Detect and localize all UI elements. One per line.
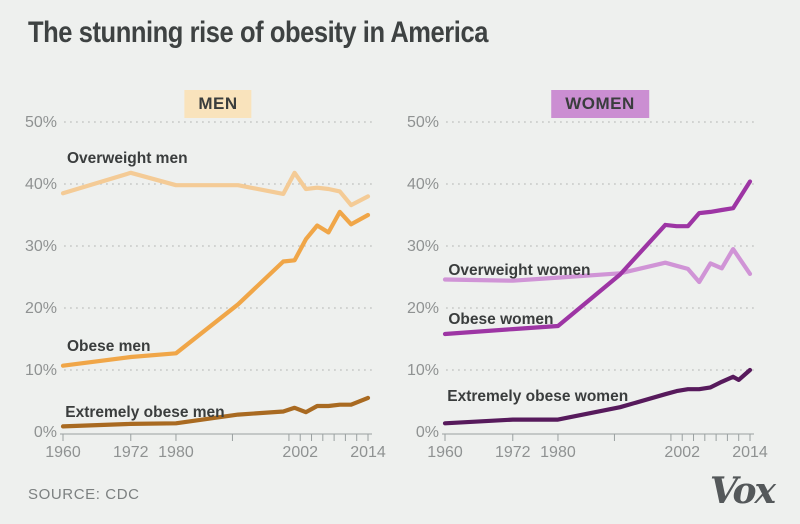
y-tick-label: 40% xyxy=(25,176,57,193)
x-tick-label: 2014 xyxy=(350,444,386,461)
x-tick-label: 1972 xyxy=(113,444,149,461)
x-tick-label: 1960 xyxy=(427,444,463,461)
x-tick-label: 1972 xyxy=(495,444,531,461)
y-tick-label: 40% xyxy=(407,176,439,193)
men-chart: 0% 10% 20% 30% 40% 50% 1960 1972 1980 2002 2014 Ove… xyxy=(25,114,386,461)
x-tick-label: 2002 xyxy=(282,444,318,461)
y-tick-label: 20% xyxy=(25,300,57,317)
y-tick-label: 50% xyxy=(407,114,439,131)
y-tick-label: 30% xyxy=(407,238,439,255)
series-label-overweight-men: Overweight men xyxy=(67,150,188,167)
x-tick-label: 1980 xyxy=(540,444,576,461)
men-badge: MEN xyxy=(184,90,252,118)
series-line-overweight-women xyxy=(442,247,753,285)
y-tick-label: 30% xyxy=(25,238,57,255)
series-line-obese-men xyxy=(60,209,371,368)
y-tick-label: 20% xyxy=(407,300,439,317)
series-line-obese-women xyxy=(442,179,753,337)
series-label-extremely-obese-men: Extremely obese men xyxy=(65,404,224,421)
page-title: The stunning rise of obesity in America xyxy=(28,16,488,49)
series-line-extremely-obese-men xyxy=(60,395,371,429)
x-tick-label: 2002 xyxy=(664,444,700,461)
y-tick-label: 10% xyxy=(407,362,439,379)
men-chart-panel: 0% 10% 20% 30% 40% 50% 1960 1972 1980 2002 2014 Ove… xyxy=(20,86,400,478)
x-tick-label: 1980 xyxy=(158,444,194,461)
y-tick-label: 0% xyxy=(416,424,439,441)
series-line-overweight-men xyxy=(60,170,371,208)
x-tick-label: 2014 xyxy=(732,444,768,461)
x-tick-label: 1960 xyxy=(45,444,81,461)
vox-logo: Vox xyxy=(709,470,776,512)
y-tick-label: 0% xyxy=(34,424,57,441)
source-credit: SOURCE: CDC xyxy=(28,486,140,503)
series-line-extremely-obese-women xyxy=(442,367,753,426)
series-label-extremely-obese-women: Extremely obese women xyxy=(447,388,628,405)
women-chart: 0% 10% 20% 30% 40% 50% 1960 1972 1980 2002 2014 Ove… xyxy=(407,114,768,461)
series-label-overweight-women: Overweight women xyxy=(448,262,590,279)
women-badge: WOMEN xyxy=(551,90,649,118)
women-chart-panel: 0% 10% 20% 30% 40% 50% 1960 1972 1980 2002 2014 Ove… xyxy=(402,86,782,478)
series-label-obese-men: Obese men xyxy=(67,338,151,355)
series-label-obese-women: Obese women xyxy=(448,311,553,328)
y-tick-label: 50% xyxy=(25,114,57,131)
y-tick-label: 10% xyxy=(25,362,57,379)
